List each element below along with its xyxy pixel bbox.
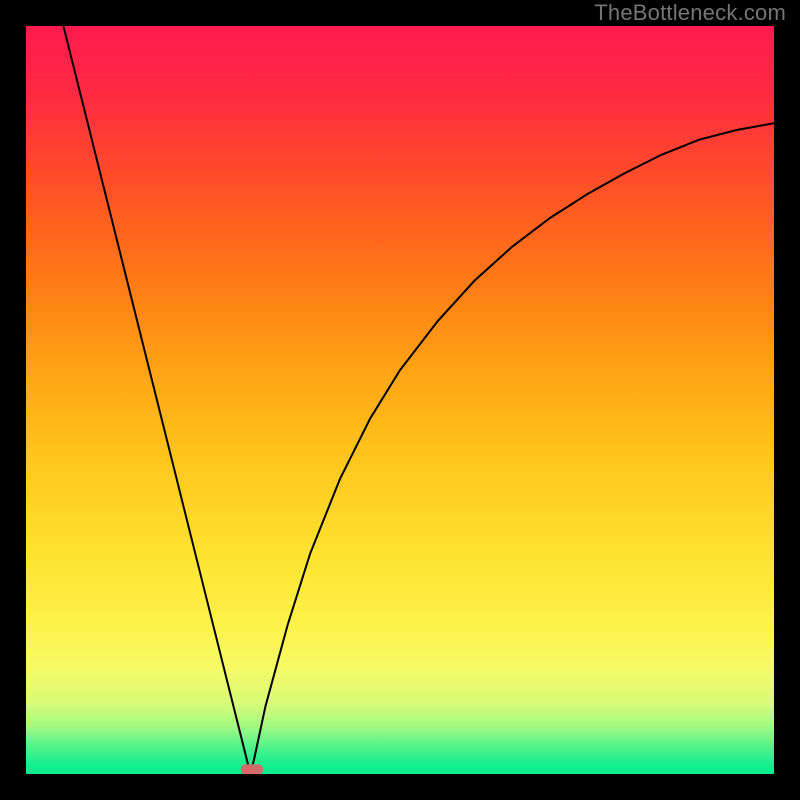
gradient-background [26,26,774,774]
watermark-text: TheBottleneck.com [594,0,786,26]
bottleneck-chart [0,0,800,800]
chart-canvas: TheBottleneck.com [0,0,800,800]
minimum-marker [241,764,263,774]
